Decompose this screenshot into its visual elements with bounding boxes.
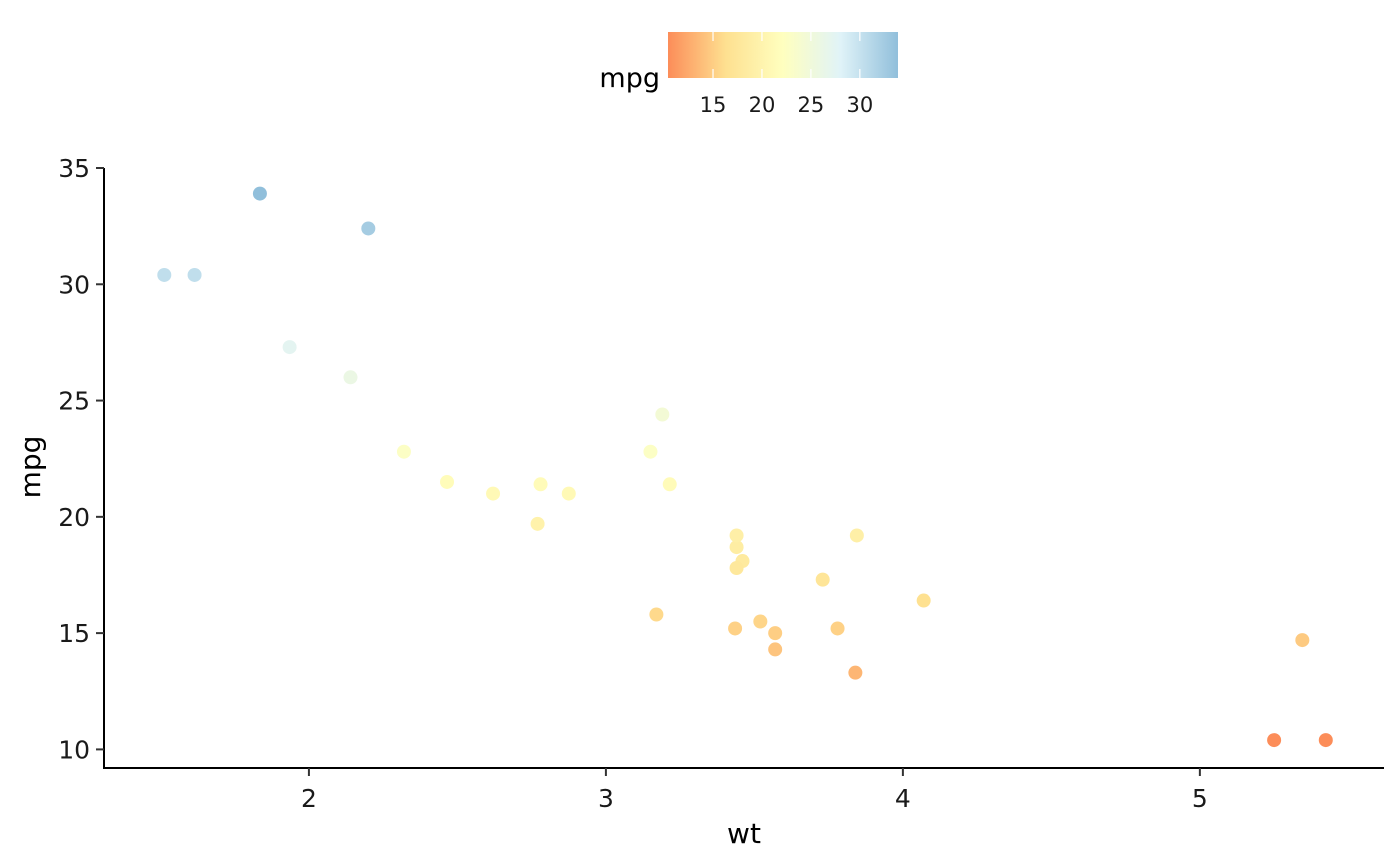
data-point	[157, 267, 172, 282]
data-point	[848, 665, 863, 680]
data-point	[361, 221, 376, 236]
data-point	[1267, 733, 1282, 748]
data-point	[1318, 733, 1333, 748]
x-axis-title: wt	[727, 817, 761, 850]
y-tick-label: 15	[58, 619, 90, 648]
data-point	[1295, 633, 1310, 648]
colorbar	[668, 32, 898, 78]
x-tick-label: 5	[1192, 784, 1208, 813]
colorbar-tick-label: 30	[846, 93, 873, 117]
y-tick-label: 20	[58, 503, 90, 532]
data-point	[187, 267, 202, 282]
y-axis-title: mpg	[14, 436, 47, 499]
data-point	[662, 477, 677, 492]
y-tick-label: 25	[58, 387, 90, 416]
x-axis-ticks: 2 3 4 5	[301, 768, 1208, 813]
legend-title: mpg	[599, 63, 660, 94]
data-point	[649, 607, 664, 622]
data-points	[157, 186, 1333, 748]
data-point	[815, 572, 830, 587]
y-tick-label: 35	[58, 154, 90, 183]
data-point	[486, 486, 501, 501]
y-tick-label: 30	[58, 270, 90, 299]
data-point	[729, 528, 744, 543]
colorbar-tick-label: 15	[700, 93, 727, 117]
data-point	[643, 444, 658, 459]
colorbar-tick-label: 25	[798, 93, 825, 117]
data-point	[768, 642, 783, 657]
data-point	[655, 407, 670, 422]
data-point	[282, 340, 297, 355]
x-tick-label: 4	[895, 784, 911, 813]
colorbar-ticks: 15 20 25 30	[700, 32, 873, 117]
data-point	[343, 370, 358, 385]
x-tick-label: 3	[598, 784, 614, 813]
plot-area: 10 15 20 25 30 35 2 3 4 5	[58, 154, 1384, 813]
data-point	[729, 561, 744, 575]
data-point	[728, 621, 743, 636]
data-point	[396, 444, 411, 459]
data-point	[440, 474, 455, 489]
data-point	[830, 621, 845, 636]
data-point	[530, 516, 545, 531]
legend: mpg 15 20 25 30	[599, 32, 898, 117]
y-axis-ticks: 10 15 20 25 30 35	[58, 154, 104, 764]
y-tick-label: 10	[58, 735, 90, 764]
data-point	[561, 486, 576, 501]
data-point	[252, 186, 267, 201]
x-tick-label: 2	[301, 784, 317, 813]
data-point	[916, 593, 931, 608]
data-point	[768, 626, 783, 641]
colorbar-tick-label: 20	[749, 93, 776, 117]
data-point	[533, 477, 548, 492]
data-point	[753, 614, 768, 629]
data-point	[729, 540, 744, 555]
data-point	[849, 528, 864, 543]
